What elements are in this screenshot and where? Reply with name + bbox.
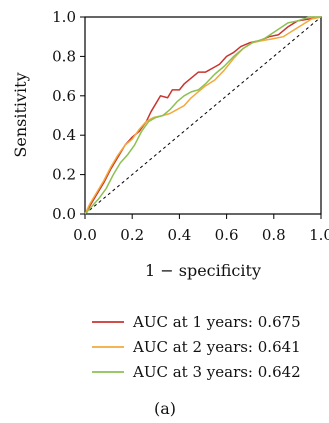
curves-layer (84, 16, 322, 215)
y-tick-label-4: 0.8 (52, 47, 76, 65)
legend: AUC at 1 years: 0.675 AUC at 2 years: 0.6… (92, 313, 301, 381)
y-axis-label: Sensitivity (11, 72, 30, 157)
plot-frame (84, 16, 322, 215)
panel-label: (a) (154, 399, 176, 418)
roc-curve-2 (84, 16, 322, 215)
legend-label-2: AUC at 2 years: 0.641 (132, 338, 301, 356)
legend-label-1: AUC at 1 years: 0.675 (132, 313, 301, 331)
y-tick-label-5: 1.0 (52, 8, 76, 26)
y-tick-label-3: 0.6 (52, 87, 76, 105)
x-tick-label-2: 0.4 (167, 226, 191, 244)
y-tick-label-2: 0.4 (52, 126, 76, 144)
y-ticks: 0.0 0.2 0.4 0.6 0.8 1.0 (52, 8, 85, 223)
x-axis-label: 1 − specificity (145, 261, 261, 280)
roc-curve-3 (84, 16, 321, 215)
y-tick-label-1: 0.2 (52, 166, 76, 184)
x-tick-label-4: 0.8 (262, 226, 286, 244)
y-tick-label-0: 0.0 (52, 205, 76, 223)
x-tick-label-3: 0.6 (215, 226, 239, 244)
x-tick-label-1: 0.2 (120, 226, 144, 244)
x-tick-label-5: 1.0 (309, 226, 329, 244)
x-ticks: 0.0 0.2 0.4 0.6 0.8 1.0 (73, 214, 329, 244)
roc-curve-1 (84, 16, 322, 215)
x-tick-label-0: 0.0 (73, 226, 97, 244)
legend-label-3: AUC at 3 years: 0.642 (132, 363, 301, 381)
reference-diagonal (84, 16, 322, 215)
